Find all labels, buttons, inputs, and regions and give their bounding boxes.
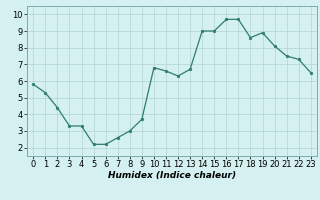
X-axis label: Humidex (Indice chaleur): Humidex (Indice chaleur) (108, 171, 236, 180)
